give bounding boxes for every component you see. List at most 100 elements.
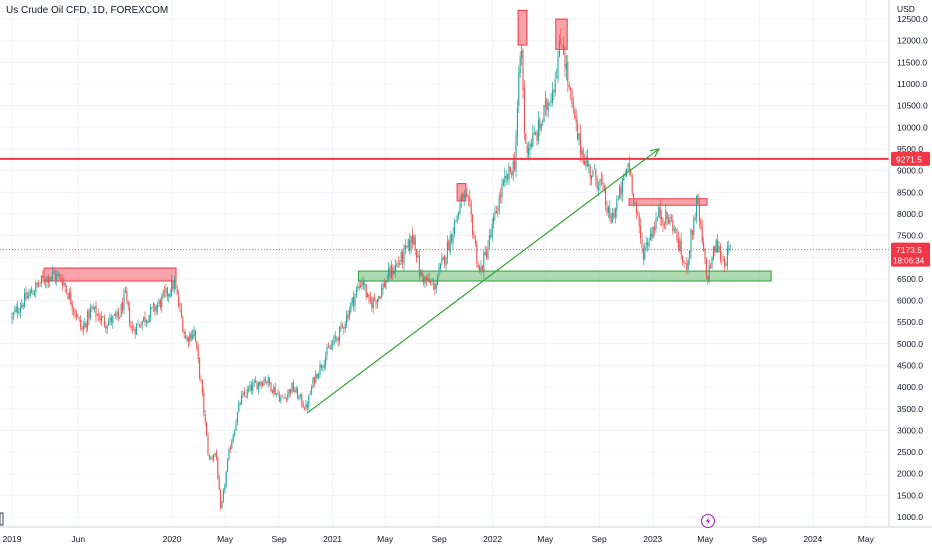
price-axis-currency: USD: [897, 4, 915, 14]
candle-body: [649, 234, 651, 241]
candle-body: [516, 107, 518, 138]
candle-body: [371, 301, 373, 308]
candle-body: [673, 228, 675, 232]
candle-body: [99, 318, 101, 321]
candle-body: [456, 215, 458, 222]
candle-body: [70, 292, 72, 304]
support-zone: [357, 270, 772, 282]
candle-body: [152, 303, 154, 306]
candle-body: [21, 304, 23, 309]
candle-body: [508, 165, 510, 179]
candle-body: [105, 325, 107, 328]
candle-body: [319, 363, 321, 375]
candle-body: [192, 334, 194, 339]
time-tick-label: 2021: [323, 534, 342, 544]
time-tick-label: May: [537, 534, 554, 544]
candle-body: [150, 306, 152, 317]
candle-body: [493, 216, 495, 225]
candle-body: [25, 291, 27, 300]
candle-body: [362, 281, 364, 286]
candle-body: [725, 264, 727, 265]
candle-body: [423, 276, 425, 283]
candle-body: [719, 245, 721, 260]
candle-body: [397, 263, 399, 264]
candle-body: [33, 292, 35, 296]
candle-body: [360, 284, 362, 288]
candle-body: [106, 325, 108, 330]
candle-body: [591, 176, 593, 180]
candle-body: [175, 278, 177, 288]
candle-body: [305, 403, 307, 409]
candle-body: [136, 324, 138, 335]
candle-body: [218, 477, 220, 490]
candle-body: [329, 348, 331, 350]
lightning-icon[interactable]: [700, 513, 716, 529]
candle-body: [299, 394, 301, 397]
candle-body: [575, 115, 577, 123]
candle-body: [584, 161, 586, 165]
candle-body: [701, 224, 703, 243]
candle-body: [501, 184, 503, 198]
candle-body: [179, 304, 181, 308]
candle-body: [350, 303, 352, 313]
candle-body: [675, 227, 677, 229]
candle-body: [290, 389, 292, 393]
candle-body: [351, 297, 353, 304]
candle-body: [605, 189, 607, 206]
candle-body: [50, 276, 52, 279]
candle-body: [222, 490, 224, 501]
candle-body: [81, 327, 83, 330]
candle-body: [206, 422, 208, 436]
candle-body: [266, 381, 268, 383]
candle-body: [369, 297, 371, 302]
candle-body: [213, 456, 215, 460]
candle-body: [294, 390, 296, 392]
candle-body: [434, 284, 436, 290]
candle-body: [400, 251, 402, 262]
candle-body: [126, 290, 128, 301]
candle-body: [197, 346, 199, 359]
candle-body: [509, 166, 511, 172]
candle-body: [224, 485, 226, 491]
candle-body: [64, 282, 66, 287]
candle-body: [554, 79, 556, 93]
candle-body: [729, 245, 731, 247]
candle-body: [470, 201, 472, 216]
candle-body: [705, 259, 707, 276]
trendline-arrow[interactable]: [306, 148, 660, 414]
candle-body: [536, 132, 538, 141]
candle-body: [116, 311, 118, 316]
candle-body: [285, 397, 287, 400]
candle-body: [507, 174, 509, 181]
candle-body: [235, 423, 237, 431]
candle-body: [108, 321, 110, 326]
candle-body: [407, 239, 409, 248]
candle-body: [551, 90, 553, 103]
candle-body: [480, 266, 482, 273]
candle-body: [298, 395, 300, 399]
candle-body: [486, 251, 488, 258]
candle-body: [187, 337, 189, 343]
candle-body: [395, 264, 397, 272]
candle-body: [535, 133, 537, 135]
candle-body: [151, 306, 153, 309]
candle-body: [614, 208, 616, 217]
candle-body: [404, 245, 406, 249]
candle-body: [207, 435, 209, 455]
candle-body: [498, 196, 500, 212]
candle-body: [557, 56, 559, 80]
candle-body: [38, 284, 40, 286]
candle-body: [451, 233, 453, 242]
price-tick-label: 2000.0: [897, 469, 923, 479]
candle-body: [320, 365, 322, 368]
candle-body: [589, 166, 591, 178]
candle-body: [325, 356, 327, 366]
candle-body: [537, 120, 539, 142]
candle-body: [700, 220, 702, 225]
candle-body: [159, 300, 161, 308]
candle-body: [231, 441, 233, 449]
candle-body: [599, 179, 601, 186]
candle-body: [550, 100, 552, 103]
